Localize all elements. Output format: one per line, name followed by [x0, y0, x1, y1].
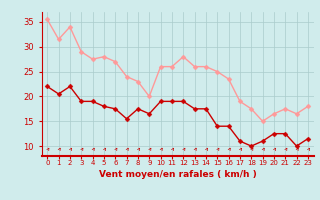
X-axis label: Vent moyen/en rafales ( km/h ): Vent moyen/en rafales ( km/h ) — [99, 170, 256, 179]
